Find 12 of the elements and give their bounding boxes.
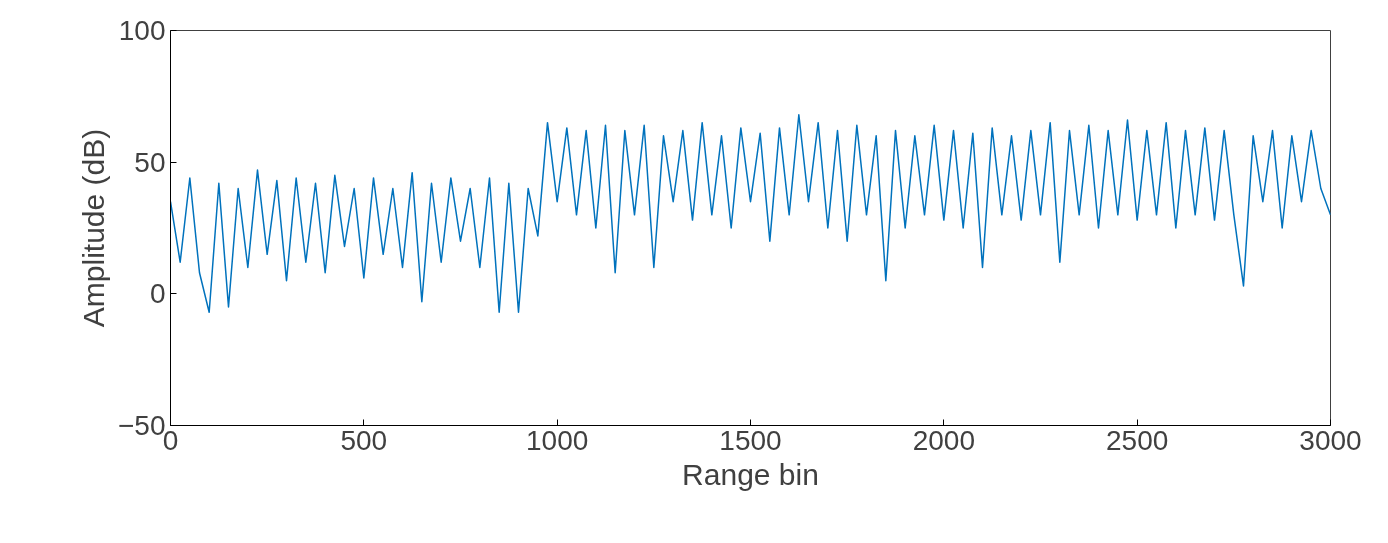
y-tick-label: 100	[118, 15, 166, 46]
line-series	[170, 114, 1331, 314]
y-axis-title: Amplitude (dB)	[77, 128, 110, 328]
x-tick-label: 3000	[1299, 424, 1362, 456]
x-tick-label: 1500	[719, 424, 782, 456]
x-tick-label: 500	[340, 424, 388, 456]
x-axis-title: Range bin	[682, 457, 819, 491]
x-tick-label: 2500	[1106, 424, 1169, 456]
x-tick-label: 2000	[912, 424, 975, 456]
y-tick-label: 0	[149, 278, 166, 310]
y-tick-label: 50	[134, 146, 166, 178]
x-tick-label: 1000	[526, 424, 589, 456]
